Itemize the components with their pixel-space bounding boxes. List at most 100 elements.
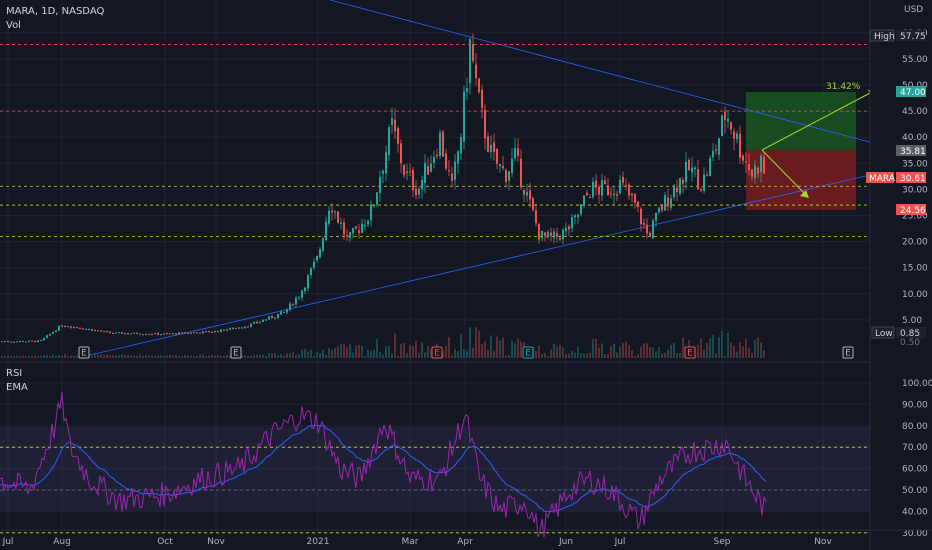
svg-text:0.85: 0.85: [900, 329, 920, 339]
low-tag: Low 0.85: [871, 326, 926, 339]
volume-bar: [355, 345, 357, 358]
candle-body: [574, 215, 576, 218]
candle-body: [403, 165, 405, 175]
candle-body: [34, 341, 36, 343]
candle-body: [664, 195, 666, 211]
candle-body: [94, 330, 96, 332]
candle-body: [652, 220, 654, 239]
candle-body: [118, 332, 120, 334]
volume-bar: [586, 353, 588, 358]
candle-body: [157, 332, 159, 335]
volume-bar: [286, 353, 288, 358]
volume-bar: [415, 340, 417, 358]
candle-body: [634, 194, 636, 203]
volume-bar: [316, 351, 318, 358]
candle-body: [484, 109, 486, 139]
candle-body: [172, 333, 174, 335]
candle-body: [631, 193, 633, 196]
candle-body: [418, 188, 420, 195]
volume-bar: [334, 347, 336, 358]
candle-body: [691, 167, 693, 173]
rsi-label[interactable]: RSI: [6, 368, 22, 379]
volume-bar: [388, 346, 390, 358]
volume-bar: [301, 349, 303, 358]
candle-body: [370, 204, 372, 221]
volume-bar: [418, 352, 420, 358]
earnings-marker[interactable]: E: [78, 346, 90, 359]
volume-bar: [550, 349, 552, 358]
volume-bar: [622, 342, 624, 358]
earnings-marker[interactable]: E: [230, 346, 242, 359]
candle-body: [700, 189, 702, 191]
volume-bar: [25, 355, 27, 358]
volume-bar: [250, 355, 252, 358]
svg-text:30.61: 30.61: [900, 174, 926, 184]
ema-label[interactable]: EMA: [6, 382, 28, 393]
volume-bar: [421, 341, 423, 358]
volume-bar: [613, 343, 615, 358]
volume-bar: [409, 345, 411, 358]
candle-body: [175, 333, 177, 335]
volume-bar: [121, 354, 123, 358]
candle-body: [97, 330, 99, 332]
earnings-marker[interactable]: E: [684, 346, 696, 359]
candle-body: [136, 332, 138, 334]
volume-bar: [448, 336, 450, 358]
volume-bar: [610, 346, 612, 358]
candle-body: [340, 222, 342, 224]
volume-bar: [427, 346, 429, 358]
candle-body: [220, 329, 222, 333]
volume-bars: [1, 327, 765, 358]
volume-bar: [154, 355, 156, 358]
volume-bar: [628, 345, 630, 358]
candle-body: [751, 169, 753, 177]
volume-bar: [616, 352, 618, 358]
volume-bar: [475, 327, 477, 358]
time-tick-label: Oct: [157, 537, 173, 547]
candle-body: [244, 326, 246, 328]
volume-bar: [7, 355, 9, 358]
candle-body: [52, 331, 54, 334]
candle-body: [760, 155, 762, 172]
candle-body: [523, 190, 525, 195]
volume-bar: [127, 355, 129, 358]
volume-bar: [265, 355, 267, 358]
earnings-marker[interactable]: E: [522, 346, 534, 359]
rsi-tick-label: 40.00: [902, 507, 928, 517]
candle-body: [331, 210, 333, 213]
time-tick-label: 2021: [307, 537, 330, 547]
candle-body: [301, 290, 303, 298]
volume-bar: [172, 355, 174, 358]
volume-bar: [400, 343, 402, 358]
candle-body: [196, 332, 198, 334]
volume-bar: [187, 355, 189, 358]
volume-bar: [508, 355, 510, 358]
candle-body: [613, 194, 615, 196]
symbol-header[interactable]: MARA, 1D, NASDAQ: [6, 6, 104, 17]
candle-body: [499, 163, 501, 167]
candle-body: [4, 341, 6, 343]
time-tick-label: Sep: [714, 537, 731, 547]
candle-body: [709, 158, 711, 177]
earnings-marker[interactable]: E: [842, 346, 854, 359]
volume-bar: [226, 355, 228, 358]
volume-bar: [103, 354, 105, 358]
volume-bar: [223, 355, 225, 358]
candle-body: [685, 161, 687, 183]
volume-bar: [649, 346, 651, 358]
candle-body: [673, 185, 675, 198]
earnings-marker[interactable]: E: [431, 346, 443, 359]
volume-bar: [502, 337, 504, 358]
time-tick-label: Aug: [53, 537, 71, 547]
volume-bar: [589, 352, 591, 358]
time-tick-label: Jul: [614, 537, 626, 547]
volume-bar: [724, 355, 726, 358]
volume-bar: [538, 345, 540, 358]
candle-body: [238, 327, 240, 329]
volume-bar: [208, 355, 210, 358]
price-tick-label: 35.00: [902, 159, 928, 169]
candle-body: [457, 151, 459, 164]
volume-bar: [319, 353, 321, 358]
